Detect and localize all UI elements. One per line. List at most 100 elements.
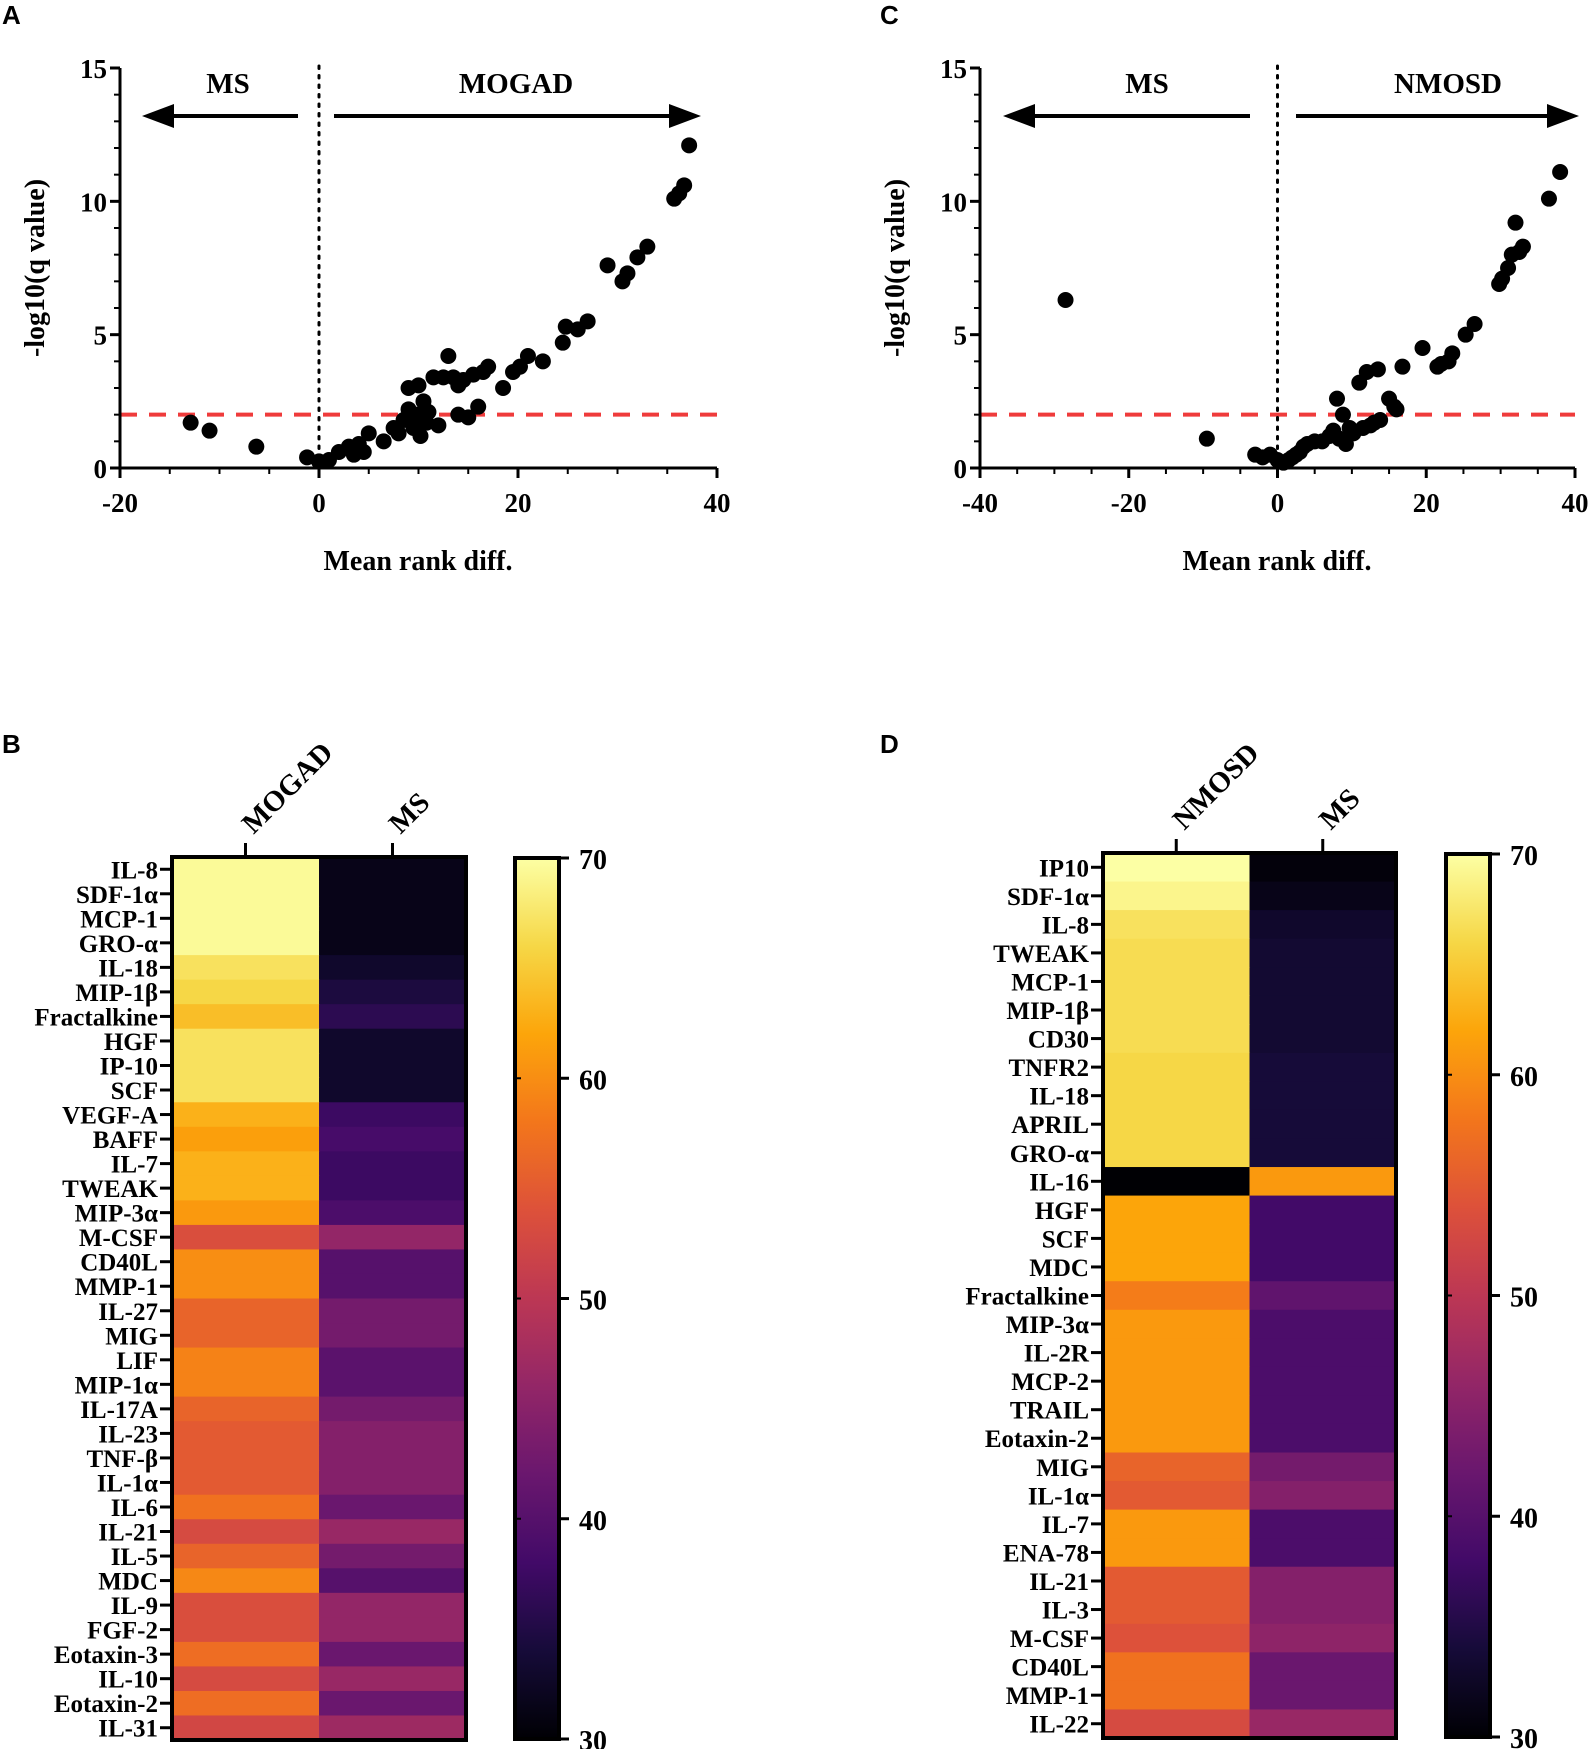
heatmap-cell (319, 1396, 467, 1422)
x-tick-label: 40 (704, 488, 731, 518)
heatmap-cell (319, 1053, 467, 1079)
heatmap-cell (319, 1200, 467, 1226)
panel-label-d: D (880, 729, 899, 759)
data-point (375, 433, 392, 450)
row-label: LIF (116, 1348, 158, 1375)
right-group-label: MOGAD (459, 68, 573, 100)
heatmap-cell (319, 1470, 467, 1496)
column-label: MOGAD (236, 736, 340, 840)
column-label: MS (1313, 783, 1366, 836)
heatmap-cell (172, 1053, 320, 1079)
heatmap-cell (172, 1494, 320, 1520)
heatmap-cell (1249, 1709, 1397, 1739)
row-label: APRIL (1011, 1112, 1089, 1139)
row-label: SDF-1α (1007, 884, 1089, 911)
heatmap-cell (1103, 967, 1251, 997)
heatmap-cell (1103, 1167, 1251, 1197)
heatmap-cell (319, 1249, 467, 1275)
data-point (1444, 345, 1461, 362)
data-point (579, 313, 596, 330)
data-point (470, 398, 487, 415)
heatmap-cell (319, 1568, 467, 1594)
volcano-plot-nmosd-vs-ms: MS NMOSD 0 5 10 15 -40 -20 0 20 40 Mean rank dif… (880, 54, 1589, 577)
heatmap-cell (172, 955, 320, 981)
data-point (1514, 238, 1531, 255)
heatmap-cell (172, 1470, 320, 1496)
heatmap-cell (172, 1690, 320, 1717)
colorbar-tick-label: 60 (579, 1065, 607, 1096)
heatmap-cell (1249, 1366, 1397, 1397)
heatmap-cell (1249, 1109, 1397, 1140)
heatmap-cell (172, 1298, 320, 1324)
heatmap-cell (1249, 967, 1397, 997)
row-label: Eotaxin-2 (985, 1426, 1089, 1453)
heatmap-cell (172, 881, 320, 907)
heatmap-cell (1103, 1652, 1251, 1682)
data-point (519, 348, 536, 364)
heatmap-cell (319, 1641, 467, 1668)
heatmap-cell (319, 1445, 467, 1471)
direction-arrows (1003, 104, 1579, 128)
heatmap-cell (319, 1543, 467, 1569)
heatmap-nmosd-vs-ms: IP10SDF-1αIL-8TWEAKMCP-1MIP-1βCD30TNFR2I… (965, 737, 1538, 1749)
heatmap-cell (319, 1617, 467, 1643)
heatmap-cell (172, 1175, 320, 1201)
row-label: MIP-1α (75, 1372, 158, 1399)
heatmap-cell (172, 1715, 320, 1741)
row-label: IL-18 (98, 955, 158, 982)
row-label: IL-7 (111, 1152, 158, 1179)
heatmap-cell (1103, 1680, 1251, 1711)
heatmap-cell (172, 1224, 320, 1251)
row-label: MIG (105, 1323, 158, 1350)
left-group-label: MS (1125, 68, 1169, 100)
row-label: MIP-3α (1006, 1312, 1089, 1339)
data-point (681, 137, 698, 154)
data-point (495, 380, 512, 396)
row-label: Eotaxin-2 (54, 1691, 158, 1718)
heatmap-cell (172, 1200, 320, 1226)
heatmap-cell (1249, 853, 1397, 883)
data-point (355, 444, 372, 460)
row-label: IL-5 (111, 1544, 158, 1571)
heatmap-frame (170, 855, 468, 1742)
heatmap-cell (1103, 910, 1251, 940)
heatmap-cell (172, 1077, 320, 1103)
heatmap-cell (1103, 1595, 1251, 1625)
data-point (480, 358, 497, 375)
heatmap-cell (1103, 1452, 1251, 1482)
heatmap-cell (1249, 1224, 1397, 1254)
left-group-label: MS (206, 68, 250, 100)
data-point (1388, 401, 1405, 418)
heatmap-cell (1103, 1138, 1251, 1168)
heatmap-cell (319, 1323, 467, 1349)
y-tick-label: 5 (954, 321, 968, 351)
heatmap-cell (1103, 1538, 1251, 1568)
data-point (248, 438, 265, 455)
row-label: IL-6 (111, 1495, 158, 1522)
x-axis-label: Mean rank diff. (324, 546, 513, 577)
heatmap-cell (319, 1592, 467, 1618)
heatmap-cell (1249, 1081, 1397, 1111)
heatmap-cell (319, 1298, 467, 1324)
heatmap-cell (319, 1102, 467, 1128)
heatmap-cell (1249, 1595, 1397, 1625)
heatmap-cell (319, 1519, 467, 1545)
heatmap-cell (1249, 881, 1397, 911)
panel-label-b: B (2, 729, 21, 759)
data-point (629, 249, 646, 266)
panel-label-a: A (2, 0, 21, 30)
heatmap-cell (319, 1494, 467, 1520)
row-label: MDC (98, 1569, 158, 1596)
heatmap-cell (172, 1347, 320, 1373)
heatmap-cell (1103, 1309, 1251, 1339)
heatmap-cell (1249, 1167, 1397, 1197)
heatmap-cell (172, 1004, 320, 1030)
heatmap-cell (172, 1421, 320, 1447)
colorbar (1444, 852, 1492, 1739)
row-label: MIG (1036, 1455, 1089, 1482)
data-point (1369, 361, 1386, 378)
left-arrowhead (142, 104, 174, 128)
heatmap-cell (1103, 1566, 1251, 1596)
scatter-points (1057, 164, 1569, 471)
row-label: IL-9 (111, 1593, 158, 1620)
